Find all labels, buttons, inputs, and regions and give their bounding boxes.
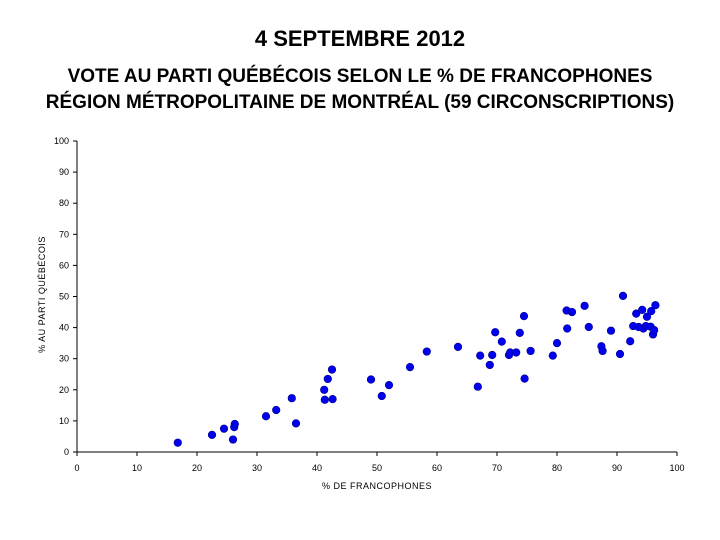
- data-point: [598, 346, 607, 356]
- data-point: [491, 328, 500, 337]
- chart-subtitle-line2: RÉGION MÉTROPOLITAINE DE MONTRÉAL (59 CI…: [45, 92, 675, 113]
- x-tick-label: 0: [74, 463, 79, 473]
- y-tick-label: 20: [59, 385, 69, 395]
- y-tick-label: 80: [59, 198, 69, 208]
- axes: [76, 141, 677, 453]
- data-point: [580, 301, 589, 310]
- data-point: [520, 374, 529, 383]
- data-point: [650, 325, 659, 335]
- x-tick-label: 20: [192, 463, 202, 473]
- data-point: [327, 365, 337, 374]
- data-point: [497, 337, 506, 346]
- data-point: [453, 342, 463, 351]
- y-tick-label: 0: [64, 447, 69, 457]
- data-point: [422, 347, 431, 356]
- x-tick-label: 50: [372, 463, 382, 473]
- data-point: [567, 307, 577, 317]
- x-tick-label: 90: [612, 463, 622, 473]
- x-tick-label: 100: [669, 463, 684, 473]
- data-point: [261, 412, 271, 421]
- y-axis-label: % AU PARTI QUÉBÉCOIS: [37, 236, 47, 353]
- data-point: [488, 350, 497, 360]
- x-axis-label: % DE FRANCOPHONES: [322, 481, 432, 491]
- data-point: [228, 435, 238, 444]
- chart-title: 4 SEPTEMBRE 2012: [254, 26, 466, 51]
- data-point: [638, 305, 647, 314]
- data-point: [173, 438, 182, 447]
- data-point: [632, 309, 641, 318]
- data-point: [320, 395, 329, 404]
- data-point: [606, 326, 616, 335]
- y-tick-label: 10: [59, 416, 69, 426]
- y-tick-label: 100: [54, 136, 69, 146]
- data-point: [384, 381, 394, 390]
- y-tick-label: 50: [59, 292, 69, 302]
- x-tick-label: 40: [312, 463, 322, 473]
- x-tick-label: 30: [252, 463, 262, 473]
- data-point: [287, 394, 296, 403]
- data-point: [651, 301, 660, 310]
- x-tick-label: 10: [132, 463, 142, 473]
- data-point: [405, 362, 415, 372]
- data-point: [618, 291, 628, 300]
- x-tick-label: 60: [432, 463, 442, 473]
- x-axis-ticks: 0 10 20 30 40 50 60 70 80 90 100: [74, 452, 685, 473]
- y-tick-label: 70: [59, 229, 69, 239]
- data-point: [323, 374, 332, 384]
- chart-subtitle-line1: VOTE AU PARTI QUÉBÉCOIS SELON LE % DE FR…: [67, 66, 653, 87]
- data-point: [626, 337, 635, 346]
- y-axis-ticks: 0 10 20 30 40 50 60 70 80 90 100: [54, 136, 77, 457]
- data-point: [485, 360, 494, 370]
- data-point: [328, 395, 337, 404]
- y-tick-label: 40: [59, 323, 69, 333]
- data-point: [526, 346, 535, 356]
- data-point: [207, 430, 217, 439]
- data-point: [647, 307, 656, 316]
- data-points: [173, 291, 660, 447]
- y-tick-label: 60: [59, 260, 69, 270]
- data-point: [291, 419, 301, 428]
- data-point: [563, 324, 572, 333]
- data-point: [519, 311, 529, 321]
- data-point: [615, 349, 625, 359]
- data-point: [552, 339, 562, 348]
- data-point: [272, 405, 281, 415]
- data-point: [476, 351, 485, 360]
- data-point: [473, 382, 482, 391]
- data-point: [515, 328, 524, 337]
- data-point: [584, 322, 593, 332]
- data-point: [320, 385, 329, 394]
- x-tick-label: 70: [492, 463, 502, 473]
- data-point: [366, 375, 376, 384]
- x-tick-label: 80: [552, 463, 562, 473]
- data-point: [230, 419, 239, 429]
- data-point: [377, 391, 386, 401]
- data-point: [642, 312, 652, 321]
- data-point: [548, 351, 557, 360]
- y-tick-label: 30: [59, 354, 69, 364]
- data-point: [512, 348, 521, 357]
- data-point: [219, 424, 229, 433]
- y-tick-label: 90: [59, 167, 69, 177]
